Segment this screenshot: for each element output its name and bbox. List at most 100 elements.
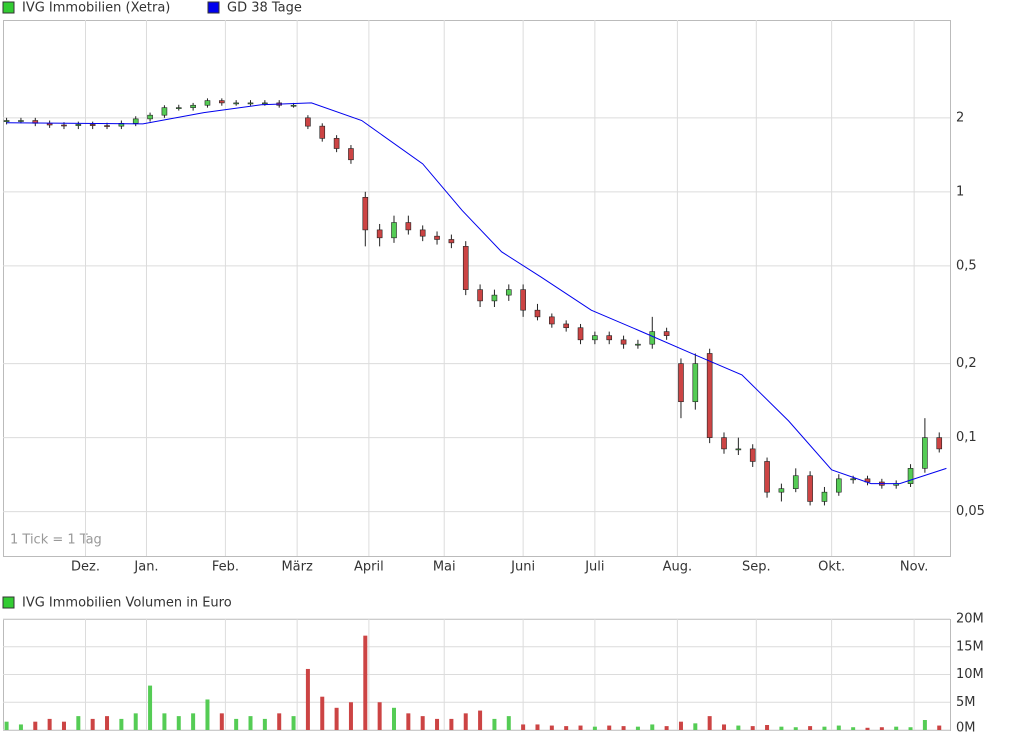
candle-body xyxy=(936,437,943,450)
candle-body xyxy=(635,343,641,346)
candle-body xyxy=(362,196,369,231)
volume-bar xyxy=(33,721,38,730)
candle-body xyxy=(434,235,440,240)
volume-bar xyxy=(435,718,440,730)
x-tick-label: Nov. xyxy=(900,560,929,575)
volume-bar xyxy=(334,707,339,730)
candle-body xyxy=(175,107,182,109)
candle-body xyxy=(491,294,498,302)
candle-body xyxy=(807,475,813,502)
volume-bar xyxy=(90,718,95,730)
candle-body xyxy=(577,327,584,341)
x-tick-label: Feb. xyxy=(212,560,239,575)
volume-bar xyxy=(678,721,683,730)
volume-bar xyxy=(47,718,52,730)
volume-bar xyxy=(851,727,856,730)
x-tick-label: Okt. xyxy=(818,560,845,575)
volume-title: IVG Immobilien Volumen in Euro xyxy=(22,596,232,611)
volume-bar xyxy=(808,726,813,730)
volume-bar xyxy=(793,727,798,730)
legend-label: IVG Immobilien (Xetra) xyxy=(22,1,170,16)
candle-body xyxy=(462,246,469,290)
candle-body xyxy=(247,102,254,105)
y-tick-label: 0M xyxy=(956,721,976,736)
candle-body xyxy=(233,102,239,105)
candle-body xyxy=(161,107,168,116)
y-tick-label: 20M xyxy=(956,612,984,627)
legend-swatch xyxy=(2,596,15,609)
volume-bar xyxy=(162,713,167,730)
y-tick-label: 0,05 xyxy=(956,504,985,519)
legend-label: GD 38 Tage xyxy=(227,1,302,16)
volume-bar xyxy=(592,726,597,730)
volume-bar xyxy=(262,718,267,730)
y-tick-label: 15M xyxy=(956,639,984,654)
candle-body xyxy=(147,114,153,120)
candle-body xyxy=(821,491,828,502)
candle-body xyxy=(319,125,326,139)
candle-body xyxy=(764,461,770,493)
x-tick-label: Jan. xyxy=(133,560,158,575)
candle-body xyxy=(678,363,684,403)
volume-bar xyxy=(693,723,698,730)
volume-bar xyxy=(578,725,583,730)
candle-body xyxy=(663,331,670,336)
candle-body xyxy=(563,323,569,329)
candle-body xyxy=(132,118,139,124)
volume-bar xyxy=(822,726,827,730)
volume-bar xyxy=(234,718,239,730)
candle-body xyxy=(305,117,311,127)
y-tick-label: 0,5 xyxy=(956,258,977,273)
candle-body xyxy=(520,289,526,311)
volume-bar xyxy=(219,713,224,730)
candle-body xyxy=(448,239,455,244)
volume-bar xyxy=(248,716,253,730)
x-tick-label: April xyxy=(354,560,384,575)
candle-body xyxy=(792,475,799,489)
candle-body xyxy=(219,100,225,104)
candle-body xyxy=(534,309,541,318)
volume-bar xyxy=(133,713,138,730)
volume-bar xyxy=(191,713,196,730)
legend-swatch xyxy=(207,1,220,14)
candle-body xyxy=(89,124,96,126)
y-tick-label: 5M xyxy=(956,695,976,710)
candle-body xyxy=(922,437,928,469)
volume-bar xyxy=(521,724,526,730)
candle-body xyxy=(75,124,82,126)
y-tick-label: 0,1 xyxy=(956,430,977,445)
y-tick-label: 10M xyxy=(956,667,984,682)
candle-body xyxy=(649,331,656,345)
volume-bar xyxy=(348,702,353,730)
volume-bar xyxy=(549,725,554,730)
volume-bar xyxy=(836,725,841,730)
volume-bar xyxy=(363,635,368,730)
volume-bar xyxy=(291,716,296,730)
volume-bar xyxy=(765,725,770,730)
volume-bar xyxy=(707,716,712,730)
candle-body xyxy=(391,222,397,239)
candle-body xyxy=(620,339,627,345)
candle-body xyxy=(333,138,340,149)
volume-bar xyxy=(449,718,454,730)
y-tick-label: 1 xyxy=(956,184,964,199)
candle-body xyxy=(592,335,598,341)
volume-bar xyxy=(176,716,181,730)
volume-bar xyxy=(908,727,913,730)
annotation: 1 Tick = 1 Tag xyxy=(10,533,102,548)
volume-bar xyxy=(607,725,612,730)
volume-bar xyxy=(937,725,942,730)
volume-bar xyxy=(76,716,81,730)
y-tick-label: 2 xyxy=(956,110,964,125)
x-tick-label: Sep. xyxy=(742,560,771,575)
price-frame xyxy=(3,20,951,557)
volume-bar xyxy=(478,710,483,730)
candle-body xyxy=(290,104,297,107)
volume-bar xyxy=(922,720,927,730)
candle-body xyxy=(104,125,110,127)
candle-body xyxy=(419,229,426,237)
volume-bar xyxy=(722,724,727,730)
volume-bar xyxy=(492,718,497,730)
volume-bar xyxy=(277,713,282,730)
